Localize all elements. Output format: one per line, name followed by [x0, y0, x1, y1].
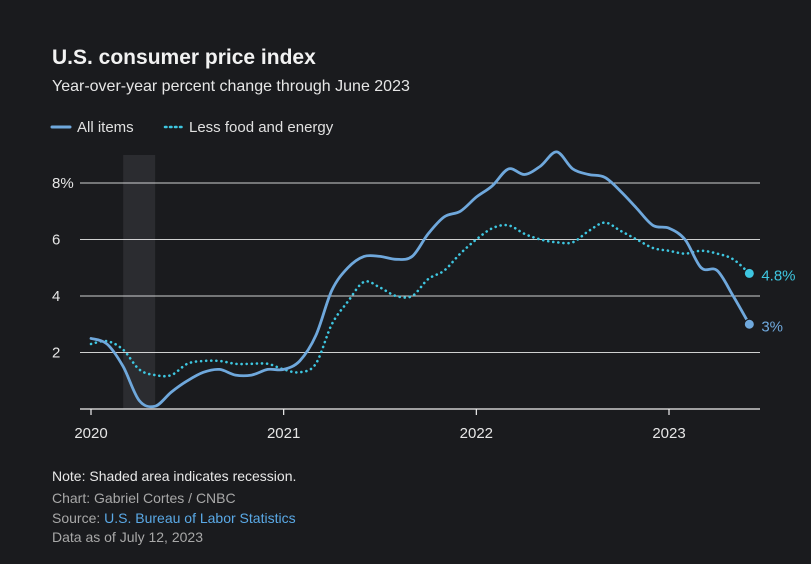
x-axis: 2020 2021 2022 2023 [74, 408, 760, 442]
end-label-all-items: 3% [761, 318, 783, 335]
source-link[interactable]: U.S. Bureau of Labor Statistics [104, 510, 295, 526]
source-prefix: Source: [52, 510, 104, 526]
end-label-core: 4.8% [761, 267, 795, 284]
legend-label-all-items: All items [77, 119, 134, 136]
x-tick-label-2023: 2023 [652, 425, 685, 442]
y-tick-label-4: 4 [52, 288, 60, 305]
y-tick-label-8: 8% [52, 175, 74, 192]
legend-label-core: Less food and energy [189, 119, 334, 136]
chart-subtitle: Year-over-year percent change through Ju… [52, 78, 410, 95]
series-layer [89, 150, 751, 409]
end-marker-core [743, 267, 755, 279]
series-line-core [89, 221, 751, 378]
legend: All items Less food and energy [50, 119, 334, 136]
x-tick-label-2022: 2022 [460, 425, 493, 442]
chart-title: U.S. consumer price index [52, 46, 316, 69]
data-as-of: Data as of July 12, 2023 [52, 529, 203, 545]
x-tick-label-2021: 2021 [267, 425, 300, 442]
end-marker-all-items [743, 318, 755, 330]
footnote: Note: Shaded area indicates recession. [52, 468, 296, 484]
recession-band [123, 155, 156, 409]
source-line: Source: U.S. Bureau of Labor Statistics [52, 510, 296, 526]
y-tick-label-6: 6 [52, 232, 60, 249]
chart-credit: Chart: Gabriel Cortes / CNBC [52, 490, 236, 506]
end-markers: 4.8% 3% [743, 267, 796, 335]
gridlines: 2 4 6 8% [52, 175, 760, 362]
series-line-all-items [89, 150, 751, 409]
recession-layer [123, 155, 156, 409]
y-tick-label-2: 2 [52, 345, 60, 362]
x-tick-label-2020: 2020 [74, 425, 107, 442]
